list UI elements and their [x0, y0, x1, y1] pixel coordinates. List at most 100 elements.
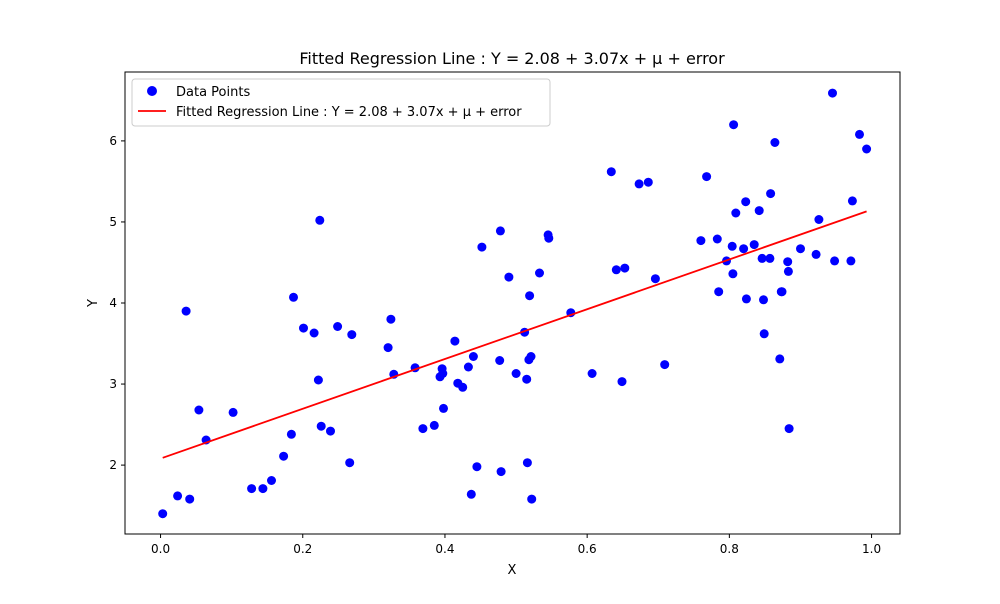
data-point [620, 263, 630, 273]
data-point [535, 268, 544, 278]
data-point [439, 403, 448, 413]
data-point [783, 266, 793, 276]
data-point [466, 489, 476, 499]
data-point [309, 328, 319, 338]
x-tick-label: 1.0 [862, 542, 881, 556]
data-point [438, 369, 448, 378]
data-point [830, 256, 840, 266]
data-point [749, 240, 759, 250]
x-tick-label: 0.8 [720, 542, 739, 556]
data-point [777, 287, 787, 297]
data-point [544, 233, 554, 243]
plot-frame [124, 71, 901, 535]
data-point [463, 362, 473, 372]
data-point [504, 272, 514, 282]
data-point [495, 356, 505, 365]
data-point [754, 206, 764, 216]
data-point [194, 405, 204, 415]
data-point [386, 314, 396, 324]
data-point [611, 265, 621, 275]
y-tick-label: 6 [109, 134, 117, 148]
data-point [828, 88, 837, 98]
x-tick-label: 0.2 [293, 542, 312, 556]
data-point [741, 197, 751, 207]
x-tick-label: 0.4 [435, 542, 454, 556]
data-point [522, 374, 532, 384]
data-point [279, 451, 289, 461]
data-point [696, 236, 706, 246]
data-point [526, 352, 536, 361]
data-point [766, 189, 776, 199]
data-point [846, 256, 856, 266]
data-point [757, 253, 767, 263]
data-point [173, 491, 183, 501]
y-tick-label: 4 [109, 296, 117, 310]
x-tick-label: 0.6 [578, 542, 597, 556]
y-tick-label: 5 [109, 215, 117, 229]
data-point [158, 509, 168, 519]
data-point [326, 426, 335, 436]
data-point [814, 215, 824, 224]
data-point [347, 330, 357, 340]
data-point [775, 354, 785, 364]
data-point [315, 215, 325, 225]
chart-title: Fitted Regression Line : Y = 2.08 + 3.07… [299, 49, 725, 68]
data-point [429, 420, 439, 430]
data-point [765, 253, 775, 263]
data-point [634, 179, 644, 189]
data-point [522, 458, 532, 468]
data-point [477, 242, 487, 252]
data-point [525, 291, 535, 301]
data-point [727, 241, 737, 251]
legend-marker-data-points [147, 86, 157, 96]
data-point [759, 295, 768, 305]
data-point [495, 226, 505, 236]
data-point [770, 138, 780, 147]
y-tick-label: 2 [109, 458, 117, 472]
data-point [228, 407, 238, 417]
legend-box [131, 78, 551, 127]
legend-label-data-points: Data Points [176, 85, 250, 100]
data-point [511, 369, 521, 378]
data-point [496, 467, 506, 477]
data-point [759, 329, 769, 339]
data-point [606, 167, 616, 177]
x-tick-label: 0.0 [151, 542, 170, 556]
data-point [313, 375, 323, 385]
data-point [811, 249, 821, 259]
data-point [728, 269, 738, 279]
data-point [267, 476, 276, 485]
data-point [643, 177, 653, 187]
data-point [617, 377, 627, 387]
data-point [650, 274, 660, 284]
data-point [258, 484, 268, 494]
data-point [587, 369, 597, 378]
data-point [784, 424, 794, 434]
data-point [418, 424, 428, 434]
y-tick-label: 3 [109, 377, 117, 391]
data-point [855, 129, 864, 139]
data-point [286, 429, 296, 439]
regression-line [162, 210, 867, 459]
data-point [185, 494, 195, 504]
data-point [458, 382, 468, 392]
data-point [527, 494, 537, 504]
data-point [741, 294, 751, 304]
data-point [333, 322, 343, 331]
data-point [181, 306, 191, 316]
data-point [702, 172, 712, 182]
data-point [450, 336, 460, 346]
data-point [796, 244, 805, 254]
data-point [783, 257, 793, 267]
data-point [289, 292, 298, 302]
data-point [739, 244, 749, 254]
data-point [468, 352, 478, 361]
data-point [714, 287, 724, 297]
legend: Data Points Fitted Regression Line : Y =… [131, 78, 551, 127]
data-point [472, 462, 482, 472]
data-point [862, 144, 872, 154]
x-axis-label: X [508, 563, 517, 578]
data-point [247, 484, 257, 494]
